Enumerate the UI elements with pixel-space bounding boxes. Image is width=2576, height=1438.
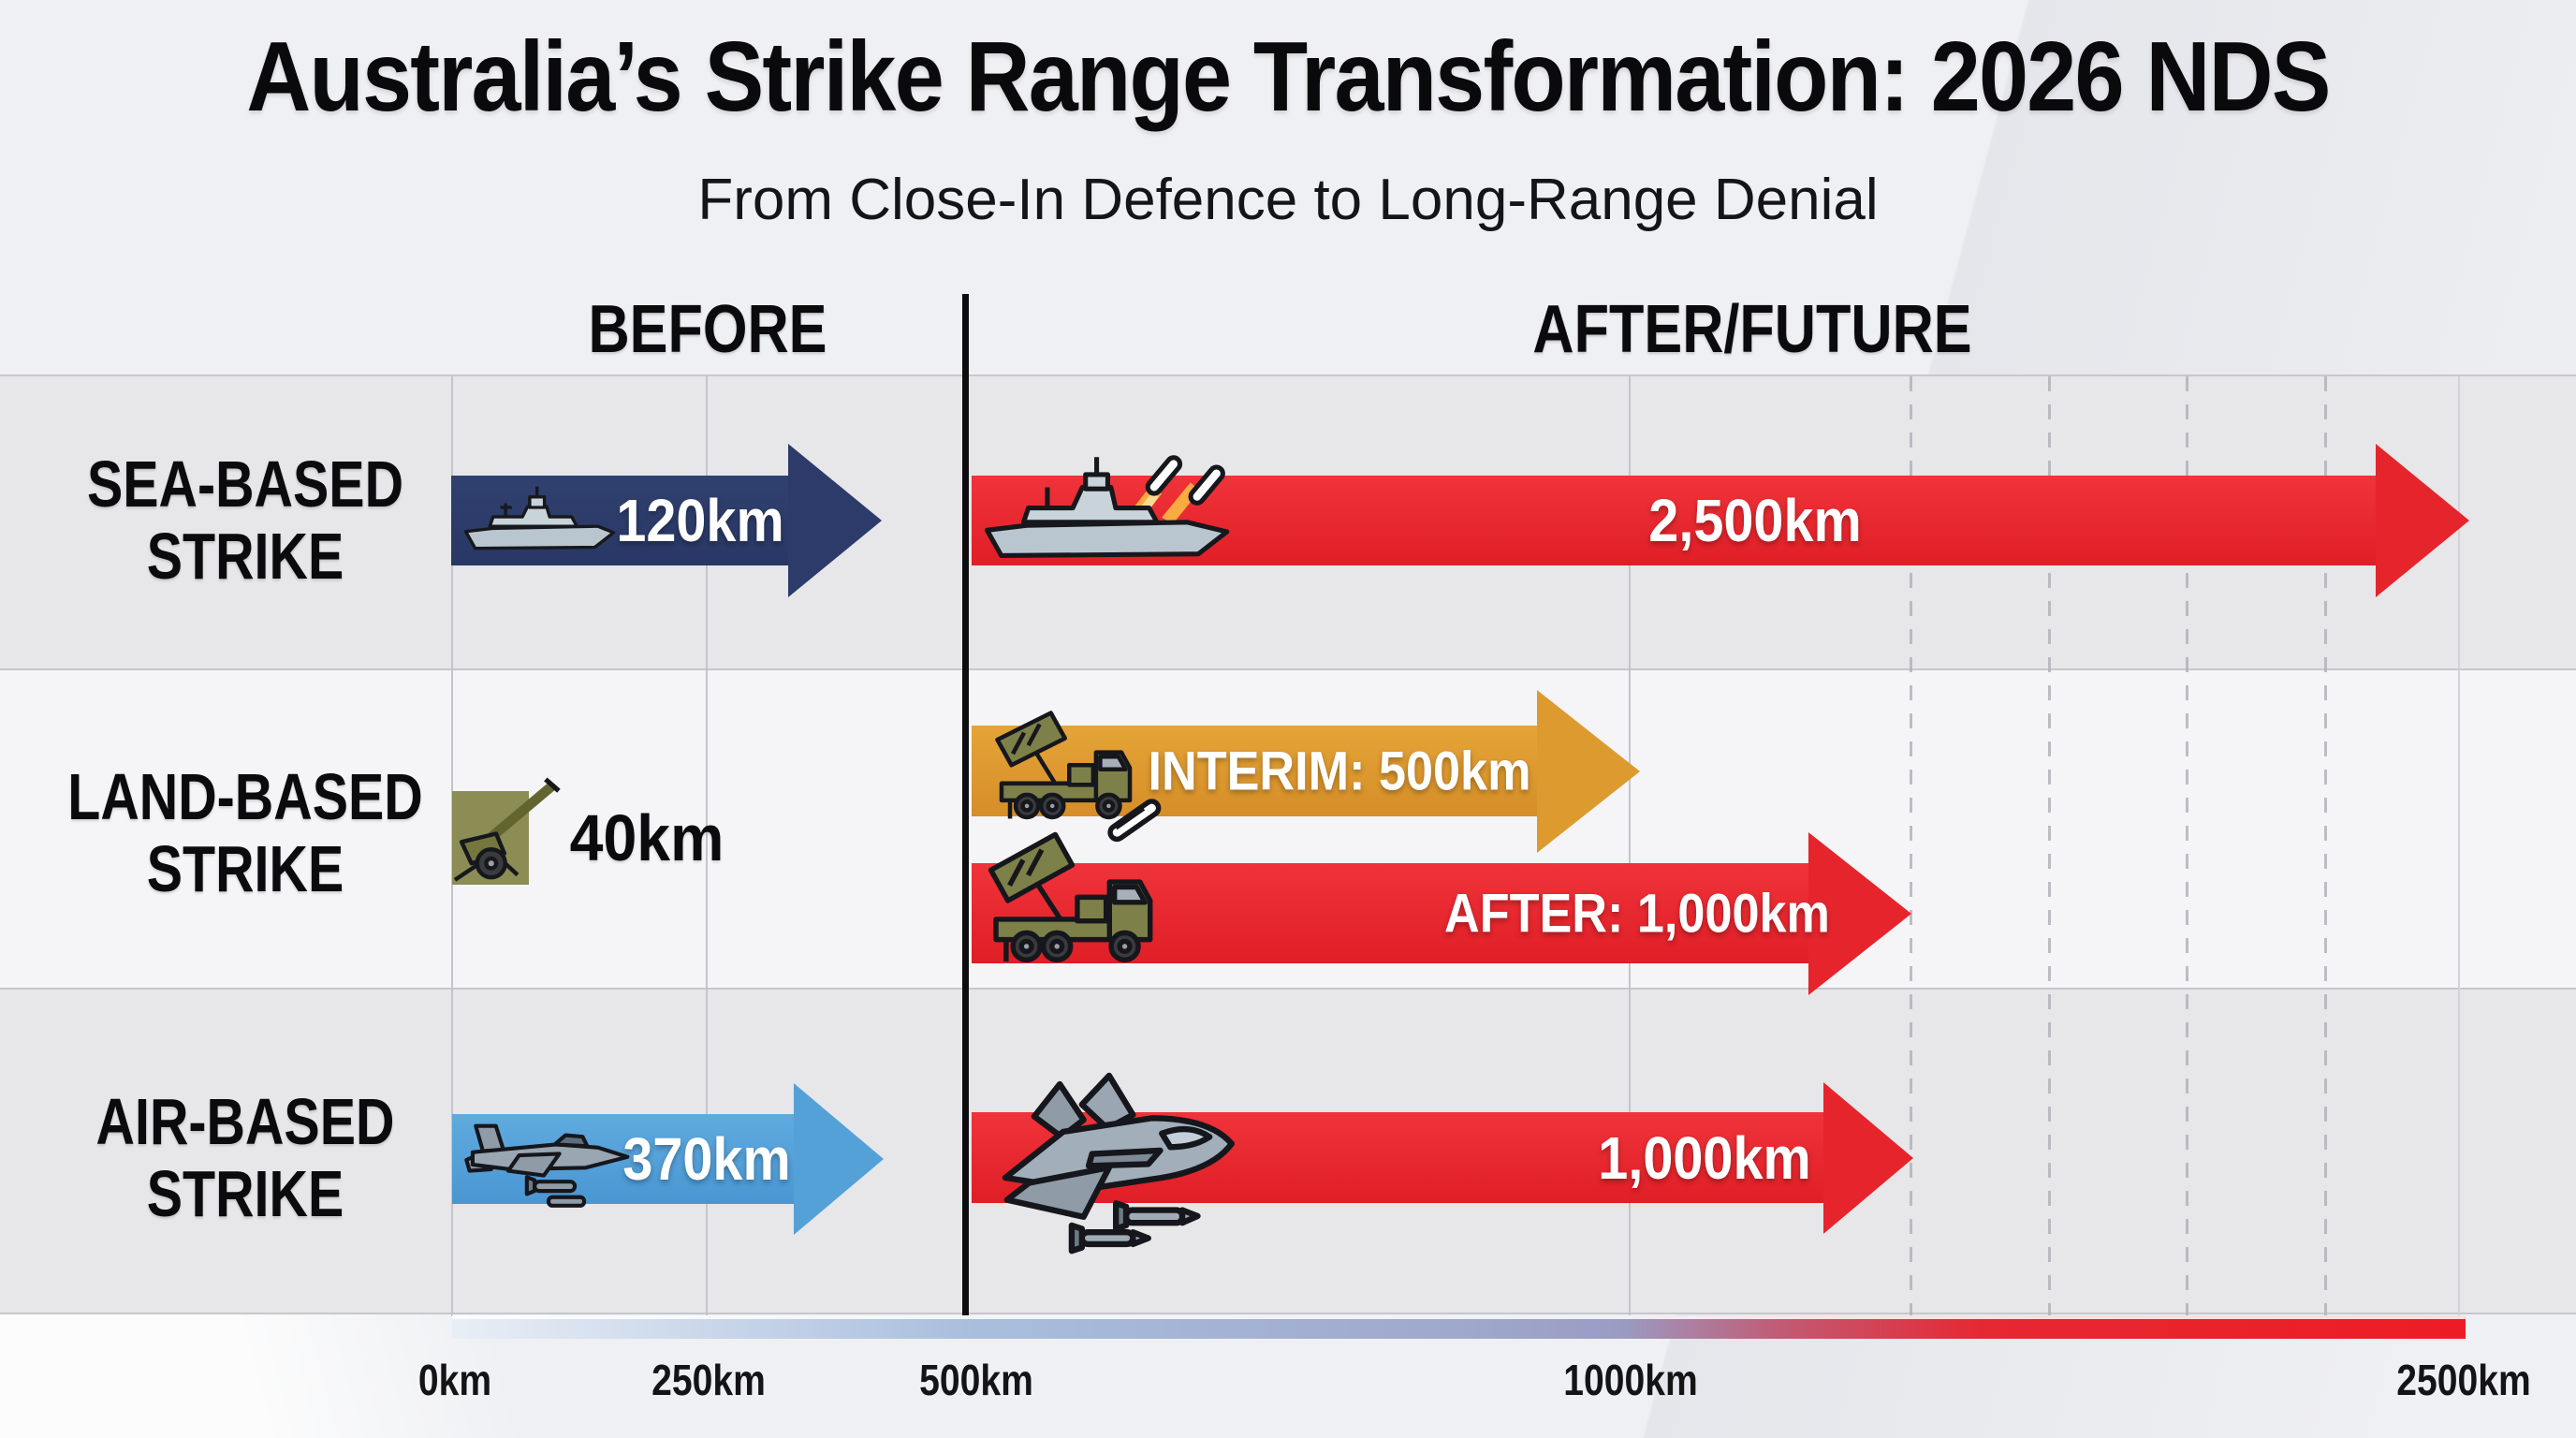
axis-tick-1000km: 1000km [1563, 1356, 1698, 1404]
row-label-land: LAND-BASED STRIKE [67, 761, 422, 905]
row-label-air: AIR-BASED STRIKE [96, 1086, 395, 1230]
air-after-value: 1,000km [1597, 1123, 1811, 1192]
gridline-250km [706, 376, 708, 1316]
row-label-air-line1: AIR-BASED [95, 1085, 395, 1158]
axis-tick-0km: 0km [417, 1356, 492, 1404]
sea-before-arrow: 120km [451, 476, 788, 565]
row-label-land-line1: LAND-BASED [67, 760, 423, 833]
missile-launcher-truck-firing-icon [988, 799, 1162, 963]
row-label-sea-line2: STRIKE [146, 520, 344, 593]
warship-launching-missiles-icon [984, 455, 1230, 558]
gridline-dashed-1750km [2048, 376, 2051, 1316]
gridline-dashed-2000km [2186, 376, 2188, 1316]
missile-launcher-truck-icon [995, 711, 1133, 820]
fighter-jet-bombs-icon [464, 1123, 630, 1208]
column-header-after: AFTER/FUTURE [1532, 292, 1972, 367]
land-interim-arrow: INTERIM: 500km [972, 711, 1537, 820]
sea-after-value: 2,500km [1648, 487, 1862, 554]
sea-before-value: 120km [616, 487, 785, 554]
land-after-value: AFTER: 1,000km [1443, 883, 1830, 944]
land-after-arrow: AFTER: 1,000km [972, 799, 1830, 963]
axis-tick-250km: 250km [651, 1356, 766, 1404]
land-before-value: 40km [569, 801, 724, 874]
land-interim-value: INTERIM: 500km [1148, 741, 1531, 801]
row-label-sea-line1: SEA-BASED [86, 448, 404, 521]
before-after-divider-line [962, 294, 969, 1335]
land-before-block: 40km [452, 777, 724, 885]
row-label-land-line2: STRIKE [146, 832, 344, 905]
gridline-2500km [2458, 376, 2460, 1316]
air-before-value: 370km [622, 1125, 791, 1193]
range-gradient-bar [452, 1315, 2466, 1339]
axis-tick-2500km: 2500km [2396, 1356, 2531, 1404]
column-header-before: BEFORE [588, 292, 827, 367]
warship-icon [463, 486, 616, 550]
gridline-dashed-2250km [2324, 376, 2327, 1316]
sea-after-arrow: 2,500km [972, 455, 2376, 565]
howitzer-icon [453, 777, 561, 882]
page-subtitle: From Close-In Defence to Long-Range Deni… [697, 168, 1879, 232]
page-title: Australia’s Strike Range Transformation:… [246, 22, 2331, 132]
row-label-air-line2: STRIKE [146, 1157, 344, 1230]
air-before-arrow: 370km [452, 1114, 794, 1208]
air-after-arrow: 1,000km [972, 1072, 1823, 1255]
row-label-sea: SEA-BASED STRIKE [87, 448, 403, 593]
axis-tick-500km: 500km [919, 1356, 1033, 1404]
stealth-jet-missiles-icon [1002, 1072, 1235, 1255]
